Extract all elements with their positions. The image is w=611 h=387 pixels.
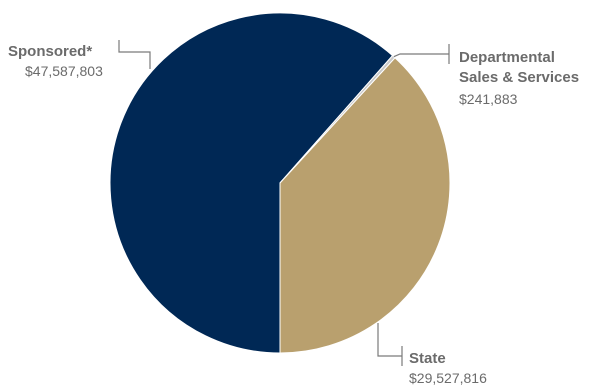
- slice-value-state: $29,527,816: [409, 370, 487, 386]
- slice-label-departmental: Departmental Sales & Services $241,883: [459, 49, 579, 107]
- slice-name-state: State: [409, 350, 446, 367]
- slice-value-sponsored: $47,587,803: [25, 63, 103, 79]
- leader-line-departmental: [393, 53, 449, 58]
- leader-lines: [118, 40, 450, 366]
- leader-line-state: [377, 323, 402, 357]
- leader-line-sponsored: [118, 40, 151, 69]
- slice-name-departmental-line2: Sales & Services: [459, 69, 579, 86]
- slice-state: [279, 57, 451, 354]
- pie-slices: [109, 12, 451, 354]
- slice-label-sponsored: Sponsored* $47,587,803: [8, 43, 103, 79]
- slice-label-state: State $29,527,816: [409, 350, 487, 386]
- slice-value-departmental: $241,883: [459, 91, 518, 107]
- slice-name-sponsored: Sponsored*: [8, 43, 92, 60]
- slice-sponsored: [109, 12, 394, 354]
- slice-name-departmental-line1: Departmental: [459, 49, 555, 66]
